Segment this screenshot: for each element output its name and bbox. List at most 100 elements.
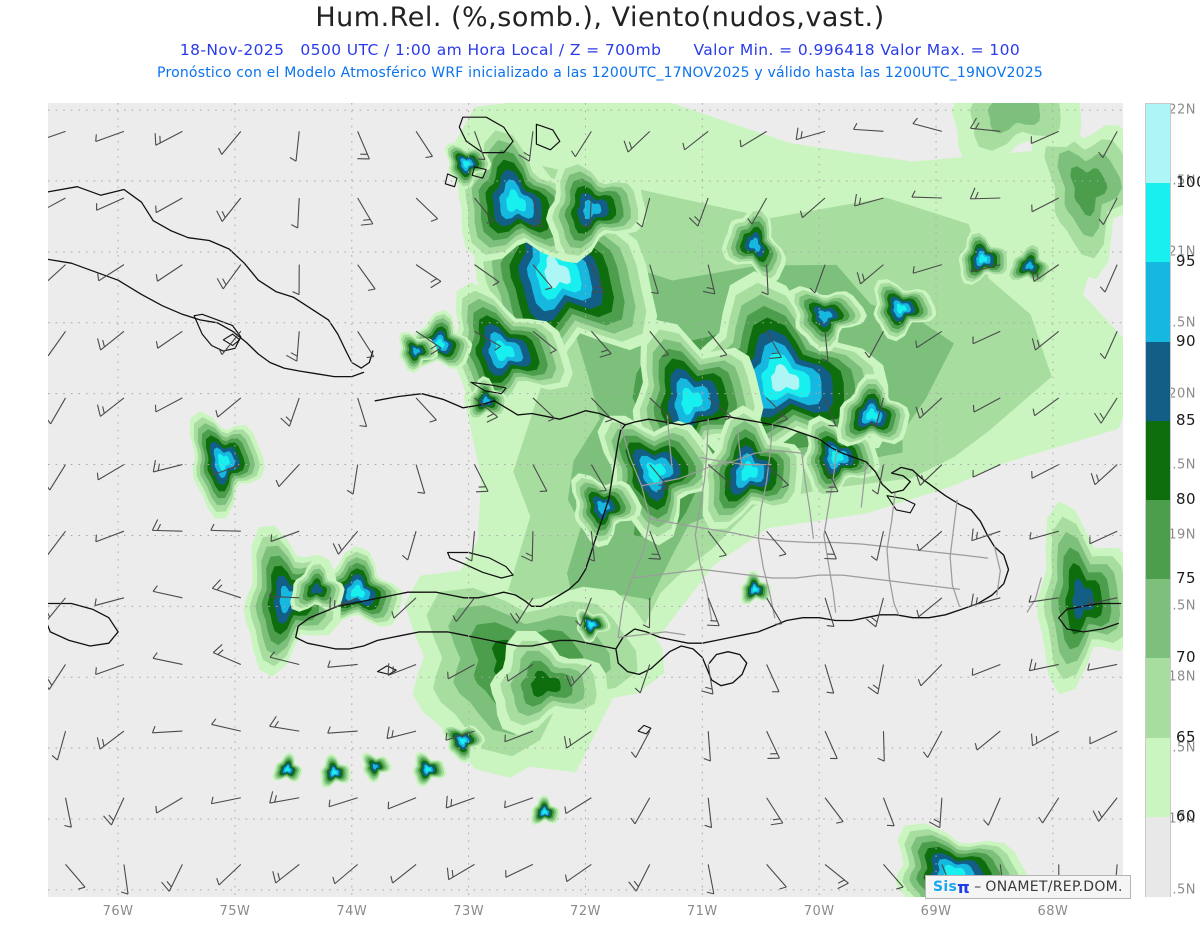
wind-barb bbox=[329, 597, 358, 610]
wind-barb bbox=[563, 730, 592, 749]
province-border bbox=[993, 546, 1001, 596]
humidity-blob bbox=[701, 405, 804, 529]
wind-barb bbox=[268, 589, 300, 599]
humidity-band bbox=[866, 408, 878, 421]
credit-organization: ONAMET/REP.DOM. bbox=[985, 879, 1123, 895]
wind-barb bbox=[48, 130, 66, 139]
wind-barb bbox=[707, 597, 720, 627]
humidity-blob bbox=[958, 229, 1011, 285]
wind-barb bbox=[974, 730, 1001, 751]
coastline-samana bbox=[886, 495, 916, 514]
humidity-band bbox=[412, 347, 420, 356]
wind-barb bbox=[391, 597, 417, 619]
y-axis-tick-label: 9.5N bbox=[1163, 457, 1196, 473]
wind-barb bbox=[575, 597, 592, 627]
province-border bbox=[949, 499, 961, 607]
wind-barb bbox=[1089, 530, 1118, 545]
wind-barb bbox=[636, 197, 651, 228]
wind-barb bbox=[1089, 730, 1118, 745]
wind-barb bbox=[474, 397, 499, 423]
wind-barb bbox=[707, 464, 732, 488]
wind-barb bbox=[474, 264, 500, 286]
wind-barb bbox=[795, 127, 826, 141]
wind-barb bbox=[590, 330, 612, 358]
wind-barb bbox=[151, 519, 183, 532]
x-axis-tick-label: 72W bbox=[570, 904, 601, 919]
humidity-blob bbox=[290, 559, 345, 612]
wind-barb bbox=[739, 130, 767, 148]
wind-barb bbox=[1092, 797, 1118, 822]
coastline-bahamas-3 bbox=[444, 173, 458, 188]
humidity-blob bbox=[1031, 117, 1123, 280]
wind-barb bbox=[1099, 264, 1118, 293]
wind-barb bbox=[747, 197, 768, 225]
wind-barb bbox=[824, 863, 849, 890]
coastline-bahamas-1 bbox=[458, 116, 514, 154]
wind-barb bbox=[564, 797, 592, 815]
x-axis-tick-label: 69W bbox=[920, 904, 952, 919]
map-plot-area[interactable] bbox=[48, 103, 1123, 897]
wind-barb bbox=[155, 797, 183, 814]
coastline-cuba-north bbox=[48, 186, 374, 369]
wind-barb bbox=[1098, 197, 1118, 225]
wind-barb bbox=[415, 464, 426, 494]
wind-barb bbox=[390, 863, 417, 884]
wind-barb bbox=[97, 330, 125, 351]
wind-barb bbox=[357, 330, 375, 359]
wind-barb bbox=[1031, 330, 1060, 351]
colorbar-segment bbox=[1146, 262, 1170, 343]
province-border bbox=[649, 517, 989, 559]
y-axis-tick-label: 21N bbox=[1168, 244, 1196, 260]
humidity-band bbox=[217, 453, 230, 471]
colorbar-tick-label: 80 bbox=[1176, 490, 1197, 508]
colorbar-tick-label: 90 bbox=[1176, 331, 1197, 350]
x-axis-tick-label: 68W bbox=[1037, 904, 1069, 919]
wind-barb bbox=[971, 528, 1001, 542]
colorbar-segment bbox=[1146, 579, 1170, 659]
y-axis-tick-label: 18N bbox=[1168, 669, 1196, 685]
humidity-blob bbox=[721, 205, 787, 284]
y-axis-tick-label: 6.5N bbox=[1163, 882, 1196, 898]
colorbar-tick-label: 100 bbox=[1176, 173, 1200, 192]
province-border bbox=[886, 492, 900, 616]
humidity-band bbox=[1070, 166, 1108, 217]
humidity-blob bbox=[873, 279, 937, 342]
wind-barb bbox=[446, 863, 475, 881]
wind-barb bbox=[218, 131, 242, 155]
wind-barb bbox=[707, 530, 727, 558]
coastline-ile-a-vache bbox=[376, 665, 397, 675]
wind-barb bbox=[583, 197, 592, 229]
wind-barb bbox=[215, 397, 242, 418]
wind-barb bbox=[445, 795, 475, 809]
wind-barb bbox=[766, 730, 781, 759]
colorbar-tick-label: 85 bbox=[1176, 410, 1197, 429]
coastline-jamaica bbox=[48, 602, 119, 647]
wind-barb bbox=[415, 397, 437, 423]
humidity-band bbox=[372, 764, 379, 770]
wind-barb bbox=[216, 197, 242, 222]
wind-barb bbox=[1038, 797, 1060, 824]
coastline-hispaniola-north bbox=[374, 393, 1010, 687]
wind-barb bbox=[799, 197, 826, 219]
humidity-band bbox=[1025, 261, 1034, 270]
brand-name: Sis bbox=[933, 879, 958, 895]
humidity-blob bbox=[530, 795, 560, 826]
wind-barb bbox=[867, 664, 885, 695]
wind-barb bbox=[972, 397, 1001, 413]
wind-barb bbox=[824, 797, 844, 824]
wind-barb bbox=[649, 264, 659, 294]
humidity-band bbox=[542, 809, 548, 815]
humidity-blob bbox=[740, 570, 772, 605]
humidity-shading-layer bbox=[189, 103, 1123, 897]
province-border bbox=[736, 428, 743, 469]
wind-barb bbox=[518, 131, 534, 162]
wind-barb bbox=[357, 197, 374, 226]
wind-barb bbox=[1032, 397, 1060, 417]
colorbar-tick-label: 95 bbox=[1176, 252, 1197, 271]
humidity-band bbox=[987, 103, 1041, 134]
wind-barb bbox=[649, 330, 669, 357]
wind-barb bbox=[327, 726, 358, 734]
province-border bbox=[666, 414, 673, 469]
wind-barb bbox=[590, 397, 613, 423]
wind-barb bbox=[48, 264, 66, 282]
